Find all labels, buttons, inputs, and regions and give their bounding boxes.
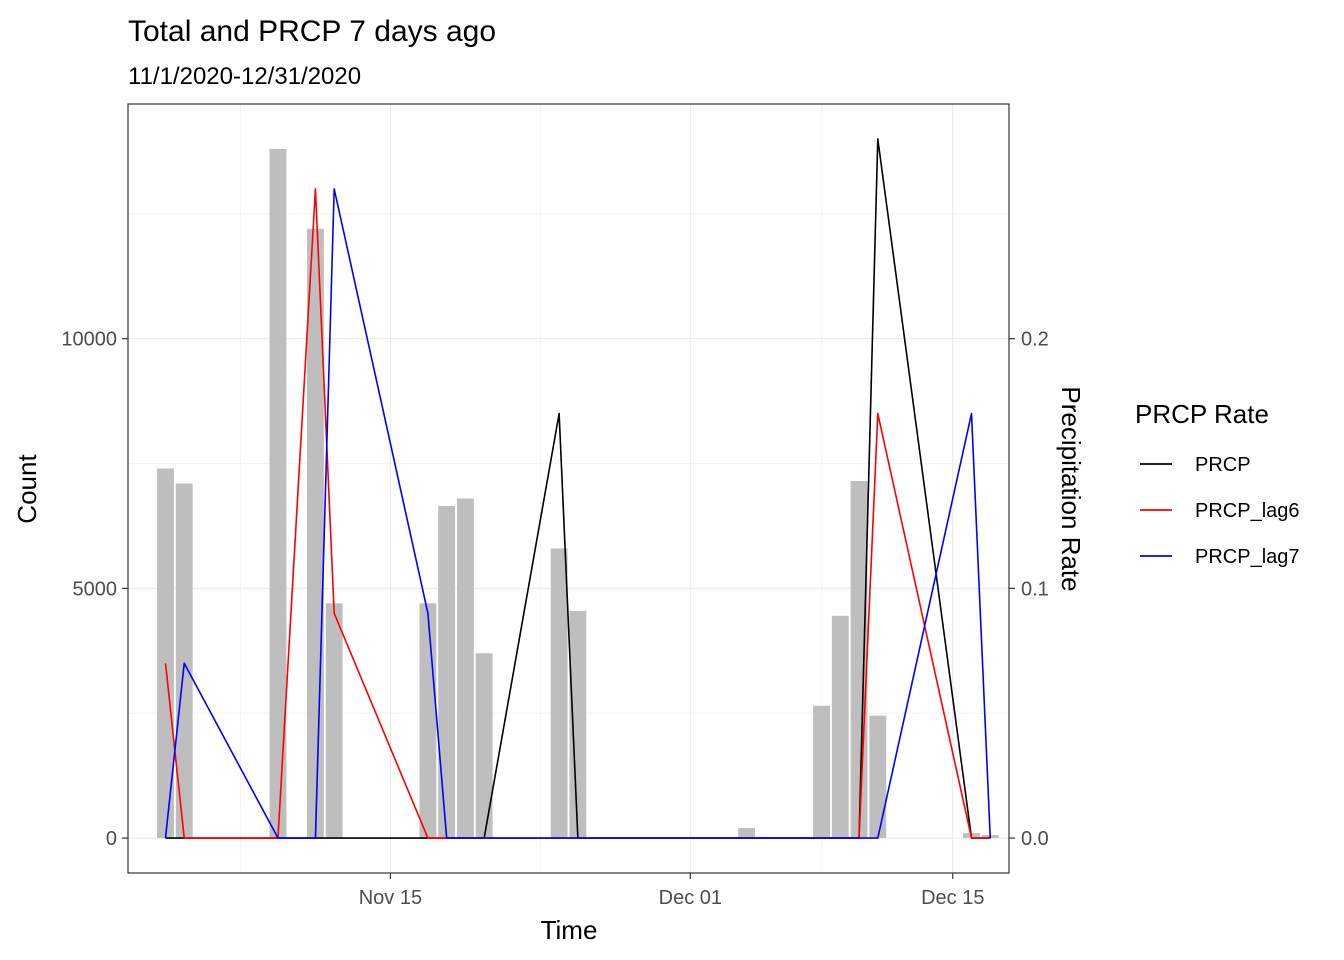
x-tick-label: Nov 15	[359, 887, 422, 909]
y2-tick-label: 0.2	[1021, 329, 1049, 351]
y2-tick-label: 0.0	[1021, 828, 1049, 850]
panel-border	[127, 103, 1010, 874]
bar	[269, 148, 287, 839]
bar	[175, 483, 193, 839]
legend-label: PRCP_lag7	[1195, 546, 1300, 568]
legend: PRCP Rate PRCP PRCP_lag6 PRCP_lag7	[1135, 399, 1300, 568]
x-tick-label: Dec 15	[921, 887, 984, 909]
bar	[831, 615, 849, 839]
x-tick-label: Dec 01	[659, 887, 722, 909]
y2-tick-label: 0.1	[1021, 578, 1049, 600]
bar	[325, 603, 343, 839]
bar	[419, 603, 437, 839]
x-axis-title: Time	[541, 915, 598, 945]
lines	[164, 138, 992, 839]
legend-label: PRCP	[1195, 454, 1251, 476]
y-tick-label: 0	[106, 828, 117, 850]
series-line-prcp-lag7	[164, 188, 992, 839]
bar	[813, 705, 830, 839]
y2-axis-title: Precipitation Rate	[1056, 386, 1086, 591]
bar	[438, 505, 456, 839]
axes: 0 5000 10000 0.0 0.1 0.2 Nov 15 Dec 01 Dec 15	[61, 329, 1048, 909]
bar	[157, 468, 174, 839]
y-axis-title: Count	[12, 454, 42, 524]
y-tick-label: 5000	[73, 578, 118, 600]
bar	[738, 828, 756, 839]
chart-subtitle: 11/1/2020-12/31/2020	[128, 63, 361, 90]
bars	[157, 148, 999, 839]
chart-title: Total and PRCP 7 days ago	[128, 15, 496, 48]
bar	[869, 715, 887, 839]
y-tick-label: 10000	[61, 329, 117, 351]
bar	[569, 610, 587, 839]
bar	[850, 481, 868, 839]
legend-title: PRCP Rate	[1135, 399, 1269, 429]
legend-items: PRCP PRCP_lag6 PRCP_lag7	[1140, 454, 1300, 568]
bar	[475, 653, 493, 839]
bar	[456, 498, 474, 839]
bar	[550, 548, 568, 839]
legend-label: PRCP_lag6	[1195, 500, 1300, 522]
